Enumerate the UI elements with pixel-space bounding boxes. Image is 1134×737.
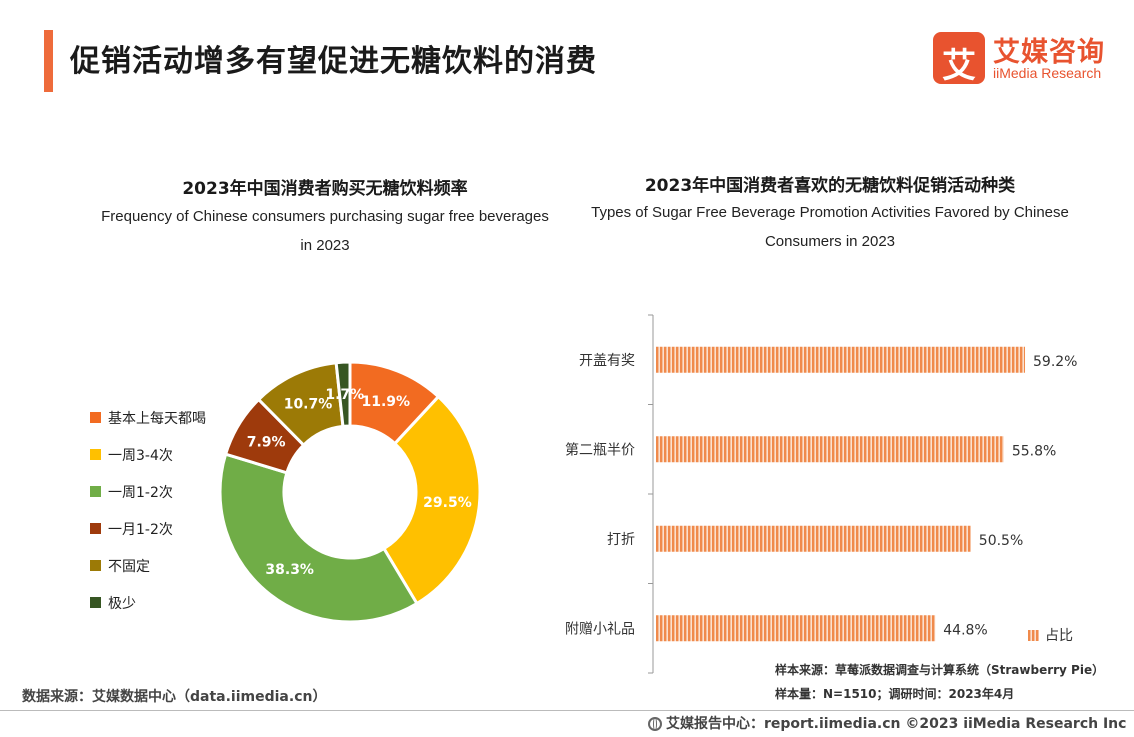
- title-accent-bar: [44, 30, 53, 92]
- category-label: 第二瓶半价: [565, 441, 635, 458]
- sample-source-note: 样本来源：草莓派数据调查与计算系统（Strawberry Pie）: [775, 663, 1105, 677]
- donut-slice: [334, 360, 352, 429]
- data-source: 数据来源：艾媒数据中心（data.iimedia.cn）: [22, 689, 327, 705]
- donut-chart: 11.9% 29.5% 38.3% 7.9% 10.7%1.7%: [218, 360, 482, 624]
- globe-icon: [648, 717, 662, 731]
- donut-data-label: 29.5%: [423, 495, 472, 511]
- logo-mark-glyph: 艾: [942, 46, 976, 86]
- bar: [656, 436, 1004, 463]
- category-label: 开盖有奖: [579, 352, 635, 369]
- donut-data-label: 7.9%: [247, 434, 286, 450]
- donut-data-label: 10.7%: [284, 396, 333, 412]
- bar: [656, 615, 936, 642]
- footer-credit: 艾媒报告中心：report.iimedia.cn ©2023 iiMedia R…: [648, 713, 1126, 733]
- legend-label: 一月1-2次: [108, 522, 173, 538]
- company-logo: 艾 艾媒咨询 iiMedia Research: [933, 32, 1113, 88]
- bar: [656, 346, 1026, 373]
- legend-label: 基本上每天都喝: [108, 411, 206, 427]
- legend-swatch: [90, 523, 101, 534]
- bar: [656, 525, 971, 552]
- donut-slice: [218, 452, 419, 624]
- legend-label: 一周1-2次: [108, 485, 173, 501]
- bar-chart-subtitle: Types of Sugar Free Beverage Promotion A…: [591, 204, 1069, 250]
- footer-divider: [0, 710, 1134, 711]
- legend-swatch: [90, 560, 101, 571]
- bar-data-label: 50.5%: [979, 533, 1023, 549]
- donut-data-label: 11.9%: [362, 394, 411, 410]
- donut-data-label: 1.7%: [325, 387, 364, 403]
- logo-name-en: iiMedia Research: [993, 65, 1102, 81]
- legend-swatch: [90, 486, 101, 497]
- bar-data-label: 59.2%: [1033, 354, 1077, 370]
- donut-data-label: 38.3%: [265, 562, 314, 578]
- bar-chart-title: 2023年中国消费者喜欢的无糖饮料促销活动种类: [644, 176, 1016, 196]
- category-label: 附赠小礼品: [565, 621, 635, 637]
- legend-swatch: [90, 449, 101, 460]
- donut-chart-subtitle: Frequency of Chinese consumers purchasin…: [101, 208, 549, 254]
- logo-name-cn: 艾媒咨询: [993, 37, 1105, 68]
- bar-chart: 开盖有奖 59.2% 第二瓶半价 55.8% 打折 50.5% 附赠小礼品 44.8% 占比: [565, 314, 1077, 674]
- bar-data-label: 55.8%: [1012, 443, 1056, 459]
- footer-report-center: 艾媒报告中心：report.iimedia.cn ©2023 iiMedia R…: [666, 716, 1127, 732]
- legend-swatch: [90, 412, 101, 423]
- legend-label: 极少: [108, 596, 136, 612]
- page-title: 促销活动增多有望促进无糖饮料的消费: [70, 44, 597, 79]
- donut-chart-title: 2023年中国消费者购买无糖饮料频率: [182, 179, 468, 199]
- legend-swatch: [90, 597, 101, 608]
- legend-label: 不固定: [108, 559, 150, 575]
- logo-mark: 艾: [933, 32, 985, 86]
- bar-data-label: 44.8%: [943, 622, 987, 638]
- donut-slice: [381, 394, 482, 606]
- category-label: 打折: [607, 531, 635, 548]
- bar-legend-label: 占比: [1045, 628, 1073, 644]
- legend-label: 一周3-4次: [108, 448, 173, 464]
- bar-legend-swatch: [1028, 630, 1039, 641]
- sample-size-note: 样本量：N=1510；调研时间：2023年4月: [775, 687, 1015, 701]
